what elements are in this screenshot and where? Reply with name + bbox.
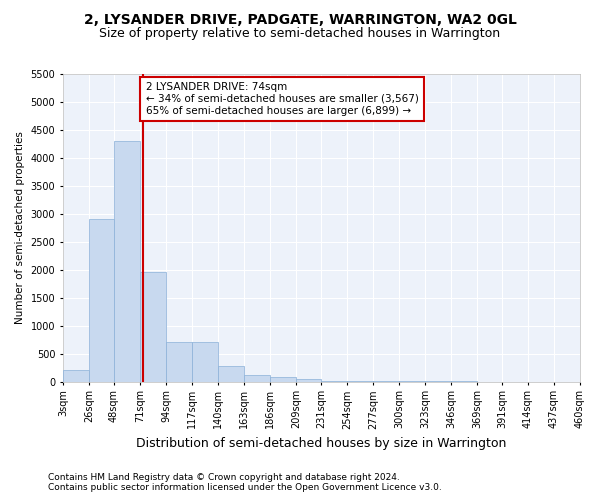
Bar xyxy=(347,381,373,382)
Text: 2, LYSANDER DRIVE, PADGATE, WARRINGTON, WA2 0GL: 2, LYSANDER DRIVE, PADGATE, WARRINGTON, … xyxy=(83,12,517,26)
Text: Contains public sector information licensed under the Open Government Licence v3: Contains public sector information licen… xyxy=(48,484,442,492)
Text: Contains HM Land Registry data © Crown copyright and database right 2024.: Contains HM Land Registry data © Crown c… xyxy=(48,474,400,482)
Bar xyxy=(218,366,244,382)
Bar xyxy=(321,380,347,382)
Bar xyxy=(89,220,114,382)
Bar xyxy=(244,375,270,382)
Bar xyxy=(140,272,166,382)
Bar xyxy=(192,342,218,382)
Bar xyxy=(63,370,89,382)
Bar xyxy=(270,377,296,382)
Bar xyxy=(296,378,321,382)
Bar xyxy=(114,141,140,382)
Bar xyxy=(166,342,192,382)
Y-axis label: Number of semi-detached properties: Number of semi-detached properties xyxy=(15,132,25,324)
Text: Size of property relative to semi-detached houses in Warrington: Size of property relative to semi-detach… xyxy=(100,28,500,40)
Text: 2 LYSANDER DRIVE: 74sqm
← 34% of semi-detached houses are smaller (3,567)
65% of: 2 LYSANDER DRIVE: 74sqm ← 34% of semi-de… xyxy=(146,82,418,116)
X-axis label: Distribution of semi-detached houses by size in Warrington: Distribution of semi-detached houses by … xyxy=(136,437,506,450)
